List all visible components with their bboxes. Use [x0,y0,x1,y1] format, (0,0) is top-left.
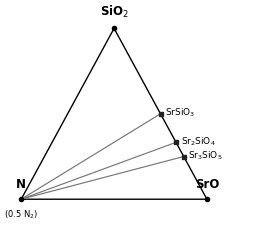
Text: Sr$_2$SiO$_4$: Sr$_2$SiO$_4$ [181,135,215,148]
Text: SrSiO$_3$: SrSiO$_3$ [165,107,195,119]
Text: SiO$_2$: SiO$_2$ [100,4,129,20]
Text: Sr$_3$SiO$_5$: Sr$_3$SiO$_5$ [188,149,223,162]
Text: (0.5 N$_2$): (0.5 N$_2$) [4,208,38,221]
Text: N: N [16,178,26,191]
Text: SrO: SrO [195,178,219,191]
